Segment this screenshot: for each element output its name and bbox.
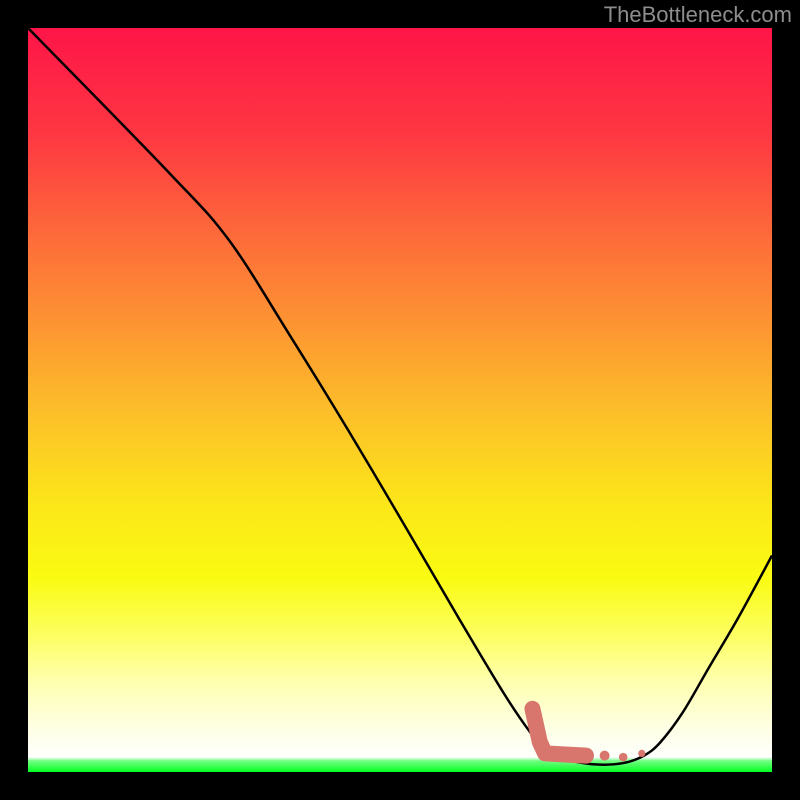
- chart-svg: [28, 28, 772, 772]
- gradient-rect: [28, 28, 772, 772]
- marker-dot: [619, 753, 628, 762]
- marker-dot: [638, 750, 645, 757]
- chart-area: [28, 28, 772, 772]
- watermark-text: TheBottleneck.com: [604, 2, 792, 28]
- marker-dot: [600, 751, 610, 761]
